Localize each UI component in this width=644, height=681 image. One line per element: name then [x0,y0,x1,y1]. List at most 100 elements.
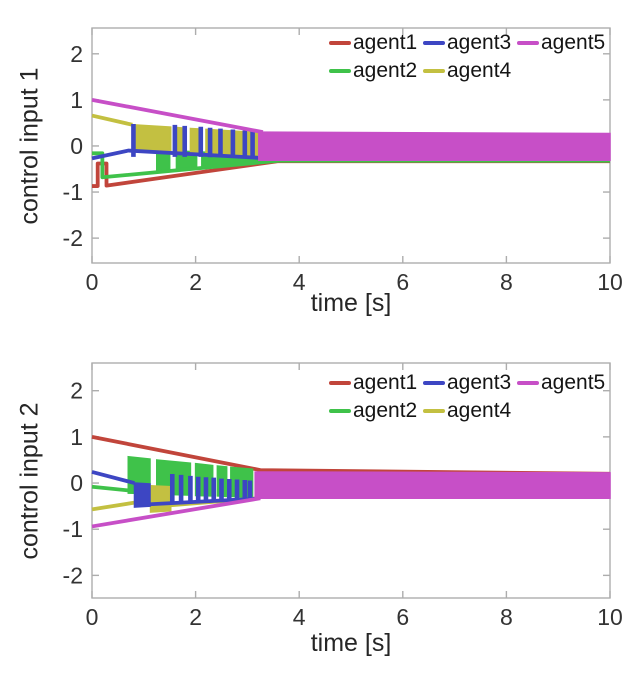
series-agent3-band [211,477,217,503]
panel-control-input-1: 0 2 4 6 8 10 -2 -1 0 1 2 control input 1 time [s] … [0,0,644,340]
legend-label: agent2 [353,399,418,422]
series-agent3-band [242,479,248,501]
series-agent5-line [91,496,261,529]
series-agent3-band [178,474,184,504]
chart-control-input-2: 0 2 4 6 8 10 -2 -1 0 1 2 [63,362,623,630]
series-agent3-band [219,478,224,502]
legend-swatch-agent1 [329,40,351,45]
series-agent3-band [131,124,136,157]
chart-control-input-1: 0 2 4 6 8 10 -2 -1 0 1 2 [63,27,623,295]
x-tick-label: 10 [597,604,623,630]
legend-row: agent1 agent3 agent5 [329,371,611,394]
y-tick-label: 2 [70,41,83,67]
legend-item-agent4: agent4 [423,399,517,422]
legend-swatch-agent1 [329,380,351,385]
legend-label: agent1 [353,31,418,54]
legend-swatch-agent2 [329,408,351,413]
series-agent3-band [188,475,193,504]
x-tick-label: 8 [500,604,513,630]
legend-label: agent4 [447,59,512,82]
legend-item-agent2: agent2 [329,59,423,82]
panel-control-input-2: 0 2 4 6 8 10 -2 -1 0 1 2 control input 2 time [s] … [0,340,644,681]
y-axis-label: control input 2 [15,402,44,560]
y-tick-label: 1 [70,424,83,450]
legend-label: agent3 [447,31,512,54]
y-tick-label: 1 [70,87,83,113]
legend-swatch-agent5 [517,380,539,385]
legend: agent1 agent3 agent5 agent2 agent4 [329,371,611,422]
legend-label: agent2 [353,59,418,82]
x-axis-label: time [s] [310,289,392,317]
series-agent3-band [198,126,204,157]
series-agent4-band [189,127,200,154]
x-tick-label: 6 [396,269,409,295]
y-axis-label: control input 1 [15,67,44,225]
series-agent3-band [247,480,253,501]
legend-row: agent2 agent4 [329,399,611,422]
series-agent4-band [176,126,183,154]
series-agent4-band [149,485,172,513]
legend-item-agent3: agent3 [423,31,517,54]
legend-item-agent3: agent3 [423,371,517,394]
series-agent3-band [207,127,213,158]
legend-swatch-agent3 [423,40,445,45]
legend-swatch-agent4 [423,68,445,73]
series-agent3-band [133,482,151,508]
legend-label: agent5 [541,31,606,54]
series-agent4-line [91,113,133,127]
y-tick-label: 0 [70,470,83,496]
y-tick-label: 2 [70,378,83,404]
legend-item-agent5: agent5 [517,371,611,394]
y-tick-label: 0 [70,133,83,159]
series-agent3-band [226,479,232,502]
series-agent3-line [91,148,261,161]
legend-item-agent1: agent1 [329,31,423,54]
x-tick-label: 0 [86,269,99,295]
series-agent3-band [182,125,188,157]
y-tick-label: -2 [63,562,83,588]
x-axis-label: time [s] [310,629,392,657]
series-agent2-line [91,484,129,493]
series-agent3-band [203,477,209,503]
legend-label: agent3 [447,371,512,394]
y-tick-label: -1 [63,179,83,205]
x-tick-label: 10 [597,269,623,295]
legend-label: agent4 [447,399,512,422]
legend-label: agent5 [541,371,606,394]
x-tick-label: 2 [189,269,202,295]
x-tick-label: 6 [396,604,409,630]
series-agent3-band [250,131,255,159]
series-agent3-line [91,470,135,485]
series-agent4-band [131,123,172,153]
x-tick-label: 8 [500,269,513,295]
series-agent3-line [149,496,256,507]
legend-item-agent4: agent4 [423,59,517,82]
series-agent3-band [234,479,240,502]
legend-swatch-agent4 [423,408,445,413]
y-tick-label: -2 [63,225,83,251]
x-tick-label: 4 [293,269,306,295]
series-agent5-line [91,98,264,135]
x-tick-label: 4 [293,604,306,630]
series-agent3-band [169,473,175,505]
legend-swatch-agent5 [517,40,539,45]
series-agent3-band [218,128,223,158]
legend-swatch-agent2 [329,68,351,73]
legend: agent1 agent3 agent5 agent2 agent4 [329,31,611,82]
legend-item-agent2: agent2 [329,399,423,422]
series-agent3-band [242,130,248,159]
y-tick-label: -1 [63,516,83,542]
series-agent3-band [230,129,236,158]
legend-item-agent1: agent1 [329,371,423,394]
series-agent5-band [254,471,611,500]
series-agent5-band [258,131,611,161]
x-tick-label: 2 [189,604,202,630]
x-tick-label: 0 [86,604,99,630]
legend-swatch-agent3 [423,380,445,385]
series-agent3-band [172,124,178,157]
legend-item-agent5: agent5 [517,31,611,54]
legend-row: agent2 agent4 [329,59,611,82]
legend-label: agent1 [353,371,418,394]
legend-row: agent1 agent3 agent5 [329,31,611,54]
